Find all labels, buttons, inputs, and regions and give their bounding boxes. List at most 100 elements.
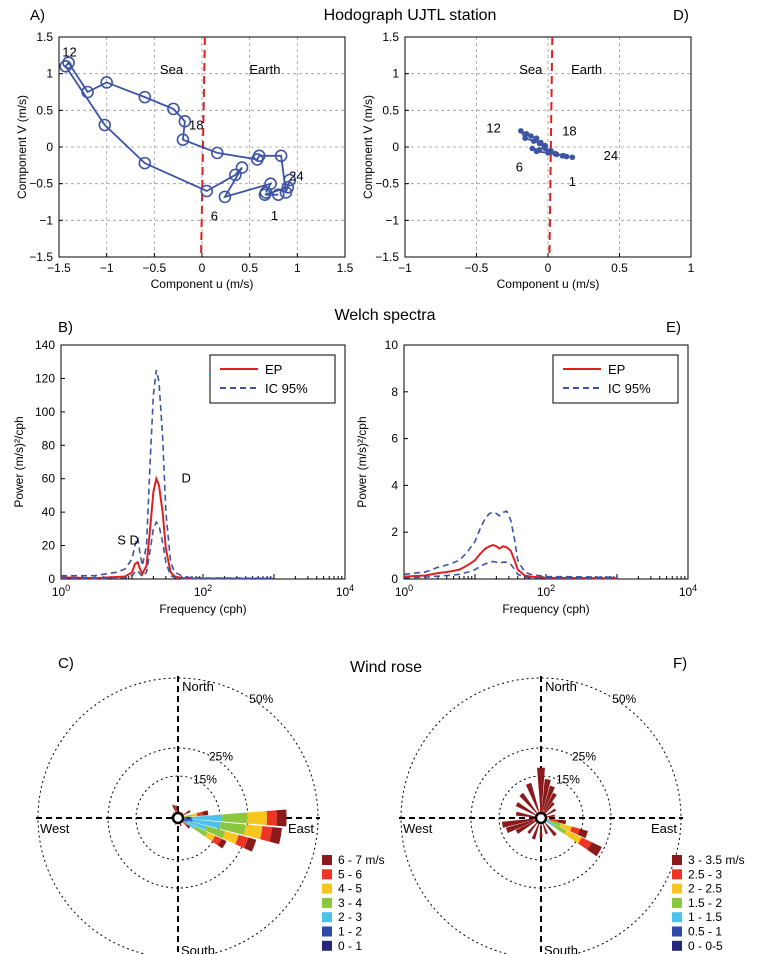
sea-earth-boundary-line — [548, 36, 554, 258]
rose-petal-segment — [549, 818, 558, 823]
rose-petal-segment — [183, 814, 192, 818]
x-axis-label: Component u (m/s) — [151, 277, 254, 291]
spectral-peak-annotation: D — [182, 471, 191, 486]
hodograph-series-line — [64, 61, 291, 199]
hodograph-point — [176, 133, 190, 146]
spectra-title: Welch spectra — [334, 307, 435, 324]
hodograph-point — [98, 118, 112, 132]
rose-petal-segment — [527, 821, 538, 834]
rose-legend-label: 6 - 7 m/s — [338, 853, 385, 867]
rose-legend-label: 1 - 1.5 — [688, 910, 722, 924]
hodograph-point — [518, 128, 524, 134]
y-tick-label: 0 — [48, 572, 55, 586]
rose-petal-segment — [172, 804, 176, 811]
rose-petal-segment — [182, 812, 187, 816]
rose-legend-label: 0 - 0-5 — [688, 939, 723, 953]
rose-petal-segment — [544, 802, 555, 815]
hour-annotation: 1 — [271, 208, 278, 223]
x-tick-label: −1 — [100, 261, 114, 275]
direction-label: North — [545, 679, 577, 694]
y-tick-label: 80 — [42, 438, 56, 452]
y-tick-label: 0 — [391, 572, 398, 586]
y-tick-label: 20 — [42, 539, 56, 553]
hodograph-point — [100, 76, 113, 89]
direction-label: South — [544, 943, 578, 954]
hodograph-point — [250, 153, 264, 166]
hour-annotation: 18 — [562, 124, 576, 139]
y-tick-label: 1 — [46, 67, 53, 81]
rose-petal-segment — [192, 819, 221, 829]
rose-petal-segment — [247, 811, 268, 825]
rose-petal-segment — [186, 820, 207, 831]
x-tick-label: −1 — [398, 261, 412, 275]
rose-legend-swatch — [322, 926, 332, 937]
rose-petal-segment — [185, 824, 191, 829]
rose-petal-segment — [266, 810, 277, 826]
rose-petal-segment — [186, 810, 191, 814]
x-axis-label: Frequency (cph) — [502, 602, 589, 616]
y-tick-label: −0.5 — [29, 177, 53, 191]
y-tick-label: 4 — [391, 478, 398, 492]
confidence-interval-line — [61, 369, 274, 579]
y-tick-label: −1 — [385, 213, 399, 227]
y-tick-label: 140 — [35, 338, 55, 352]
rose-petal-segment — [525, 782, 539, 811]
x-tick-label: 104 — [336, 583, 354, 599]
rose-petal-segment — [537, 767, 545, 807]
rose-legend-label: 0.5 - 1 — [688, 925, 722, 939]
rose-legend-swatch — [672, 940, 682, 951]
rose-legend-swatch — [322, 869, 332, 880]
y-tick-label: 60 — [42, 472, 56, 486]
hodograph-point — [569, 154, 576, 161]
hodograph-point — [218, 190, 232, 204]
y-tick-label: −1.5 — [375, 250, 399, 264]
x-tick-label: 1 — [294, 261, 301, 275]
direction-label: West — [403, 821, 433, 836]
rose-legend-swatch — [672, 897, 682, 908]
rose-petal-segment — [542, 823, 548, 835]
hodograph-point — [528, 133, 534, 139]
hodograph-point — [274, 149, 288, 163]
hodograph-point — [523, 131, 530, 137]
hour-annotation: 18 — [189, 118, 203, 133]
x-tick-label: 0 — [545, 261, 552, 275]
rose-legend-label: 3 - 4 — [338, 896, 362, 910]
legend-box — [552, 354, 679, 404]
y-tick-label: 0.5 — [382, 103, 399, 117]
rose-petal-segment — [204, 825, 226, 839]
hodograph-point — [200, 184, 214, 198]
hodograph-point — [167, 102, 180, 116]
rose-legend-label: 2.5 - 3 — [688, 867, 722, 881]
y-tick-label: 1.5 — [382, 30, 399, 44]
hodograph-point — [235, 161, 249, 174]
hodograph-point — [271, 188, 285, 201]
hodograph-point — [522, 135, 528, 141]
rose-petal-segment — [587, 842, 602, 857]
hodograph-point — [138, 156, 152, 170]
direction-label: South — [181, 943, 215, 954]
hodograph-point — [529, 145, 536, 152]
direction-label: West — [40, 821, 70, 836]
ring-label: 25% — [209, 750, 233, 764]
y-tick-label: 0 — [392, 140, 399, 154]
rose-petal-segment — [193, 826, 208, 837]
rose-petal-segment — [243, 824, 263, 840]
rose-petal-segment — [519, 792, 538, 815]
y-tick-label: 1.5 — [36, 30, 53, 44]
y-tick-label: 1 — [392, 67, 399, 81]
y-tick-label: 10 — [385, 338, 399, 352]
x-axis-label: Component u (m/s) — [497, 277, 600, 291]
y-tick-label: 2 — [391, 525, 398, 539]
region-label: Sea — [160, 62, 184, 77]
x-tick-label: −0.5 — [465, 261, 489, 275]
confidence-interval-line — [403, 510, 617, 578]
y-tick-label: 40 — [42, 505, 56, 519]
x-tick-label: 0.5 — [611, 261, 628, 275]
hodograph-point — [259, 186, 273, 199]
rose-center — [534, 811, 548, 825]
rose-legend-label: 1 - 2 — [338, 925, 362, 939]
x-tick-label: −0.5 — [142, 261, 166, 275]
spectra-panel-b: 0 20 40 60 80 100 120 140 100 102 104 EP IC 95% S D D F… — [12, 338, 354, 616]
x-tick-label: 100 — [395, 583, 413, 599]
